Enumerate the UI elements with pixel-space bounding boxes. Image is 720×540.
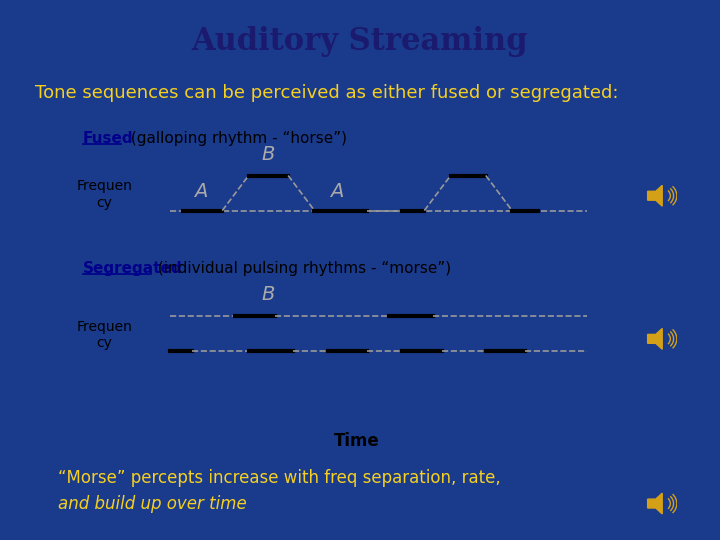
Text: and build up over time: and build up over time — [58, 495, 246, 512]
Polygon shape — [648, 185, 662, 206]
Text: Frequen
cy: Frequen cy — [76, 179, 132, 210]
Text: A: A — [194, 181, 207, 200]
Text: Fused: Fused — [83, 131, 133, 146]
Text: B: B — [261, 285, 275, 304]
Text: Tone sequences can be perceived as either fused or segregated:: Tone sequences can be perceived as eithe… — [35, 84, 618, 102]
Text: (galloping rhythm - “horse”): (galloping rhythm - “horse”) — [126, 131, 347, 146]
Polygon shape — [648, 328, 662, 349]
Text: “Morse” percepts increase with freq separation, rate,: “Morse” percepts increase with freq sepa… — [58, 469, 500, 487]
Text: Frequen
cy: Frequen cy — [76, 320, 132, 350]
Text: Auditory Streaming: Auditory Streaming — [192, 26, 528, 57]
Text: A: A — [330, 181, 343, 200]
Text: (individual pulsing rhythms - “morse”): (individual pulsing rhythms - “morse”) — [153, 261, 451, 276]
Text: Segregated: Segregated — [83, 261, 182, 276]
Text: Time: Time — [333, 431, 379, 449]
Polygon shape — [648, 493, 662, 514]
Text: B: B — [261, 145, 275, 164]
